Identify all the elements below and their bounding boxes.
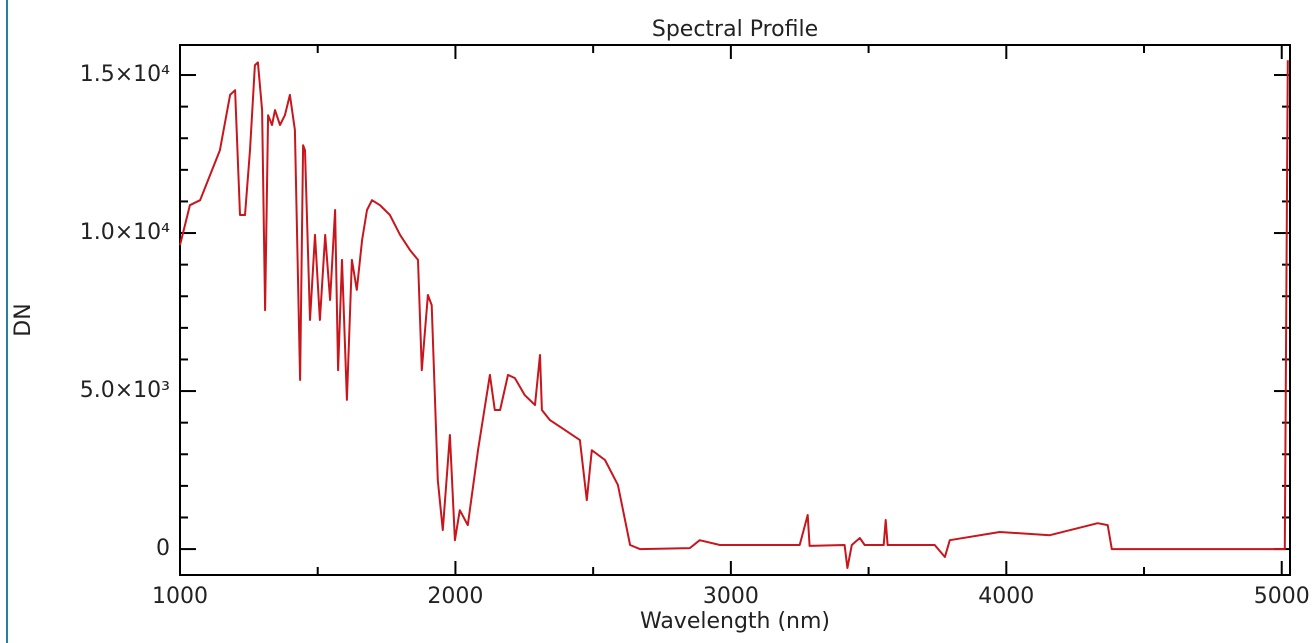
x-tick-label: 5000 [1254, 584, 1310, 609]
spectrum-line [179, 60, 1289, 569]
x-tick-label: 2000 [427, 584, 483, 609]
x-tick-label: 3000 [703, 584, 759, 609]
x-tick-label: 1000 [152, 584, 208, 609]
x-axis-label: Wavelength (nm) [640, 609, 830, 634]
plot-frame [179, 44, 1291, 576]
y-tick-label: 1.0×10⁴ [80, 220, 170, 245]
y-tick-label: 0 [156, 536, 170, 561]
x-tick-label: 4000 [978, 584, 1034, 609]
y-axis-label: DN [11, 303, 36, 336]
y-tick-label: 1.5×10⁴ [80, 62, 170, 87]
y-tick-label: 5.0×10³ [80, 378, 170, 403]
chart-title: Spectral Profile [652, 17, 818, 42]
